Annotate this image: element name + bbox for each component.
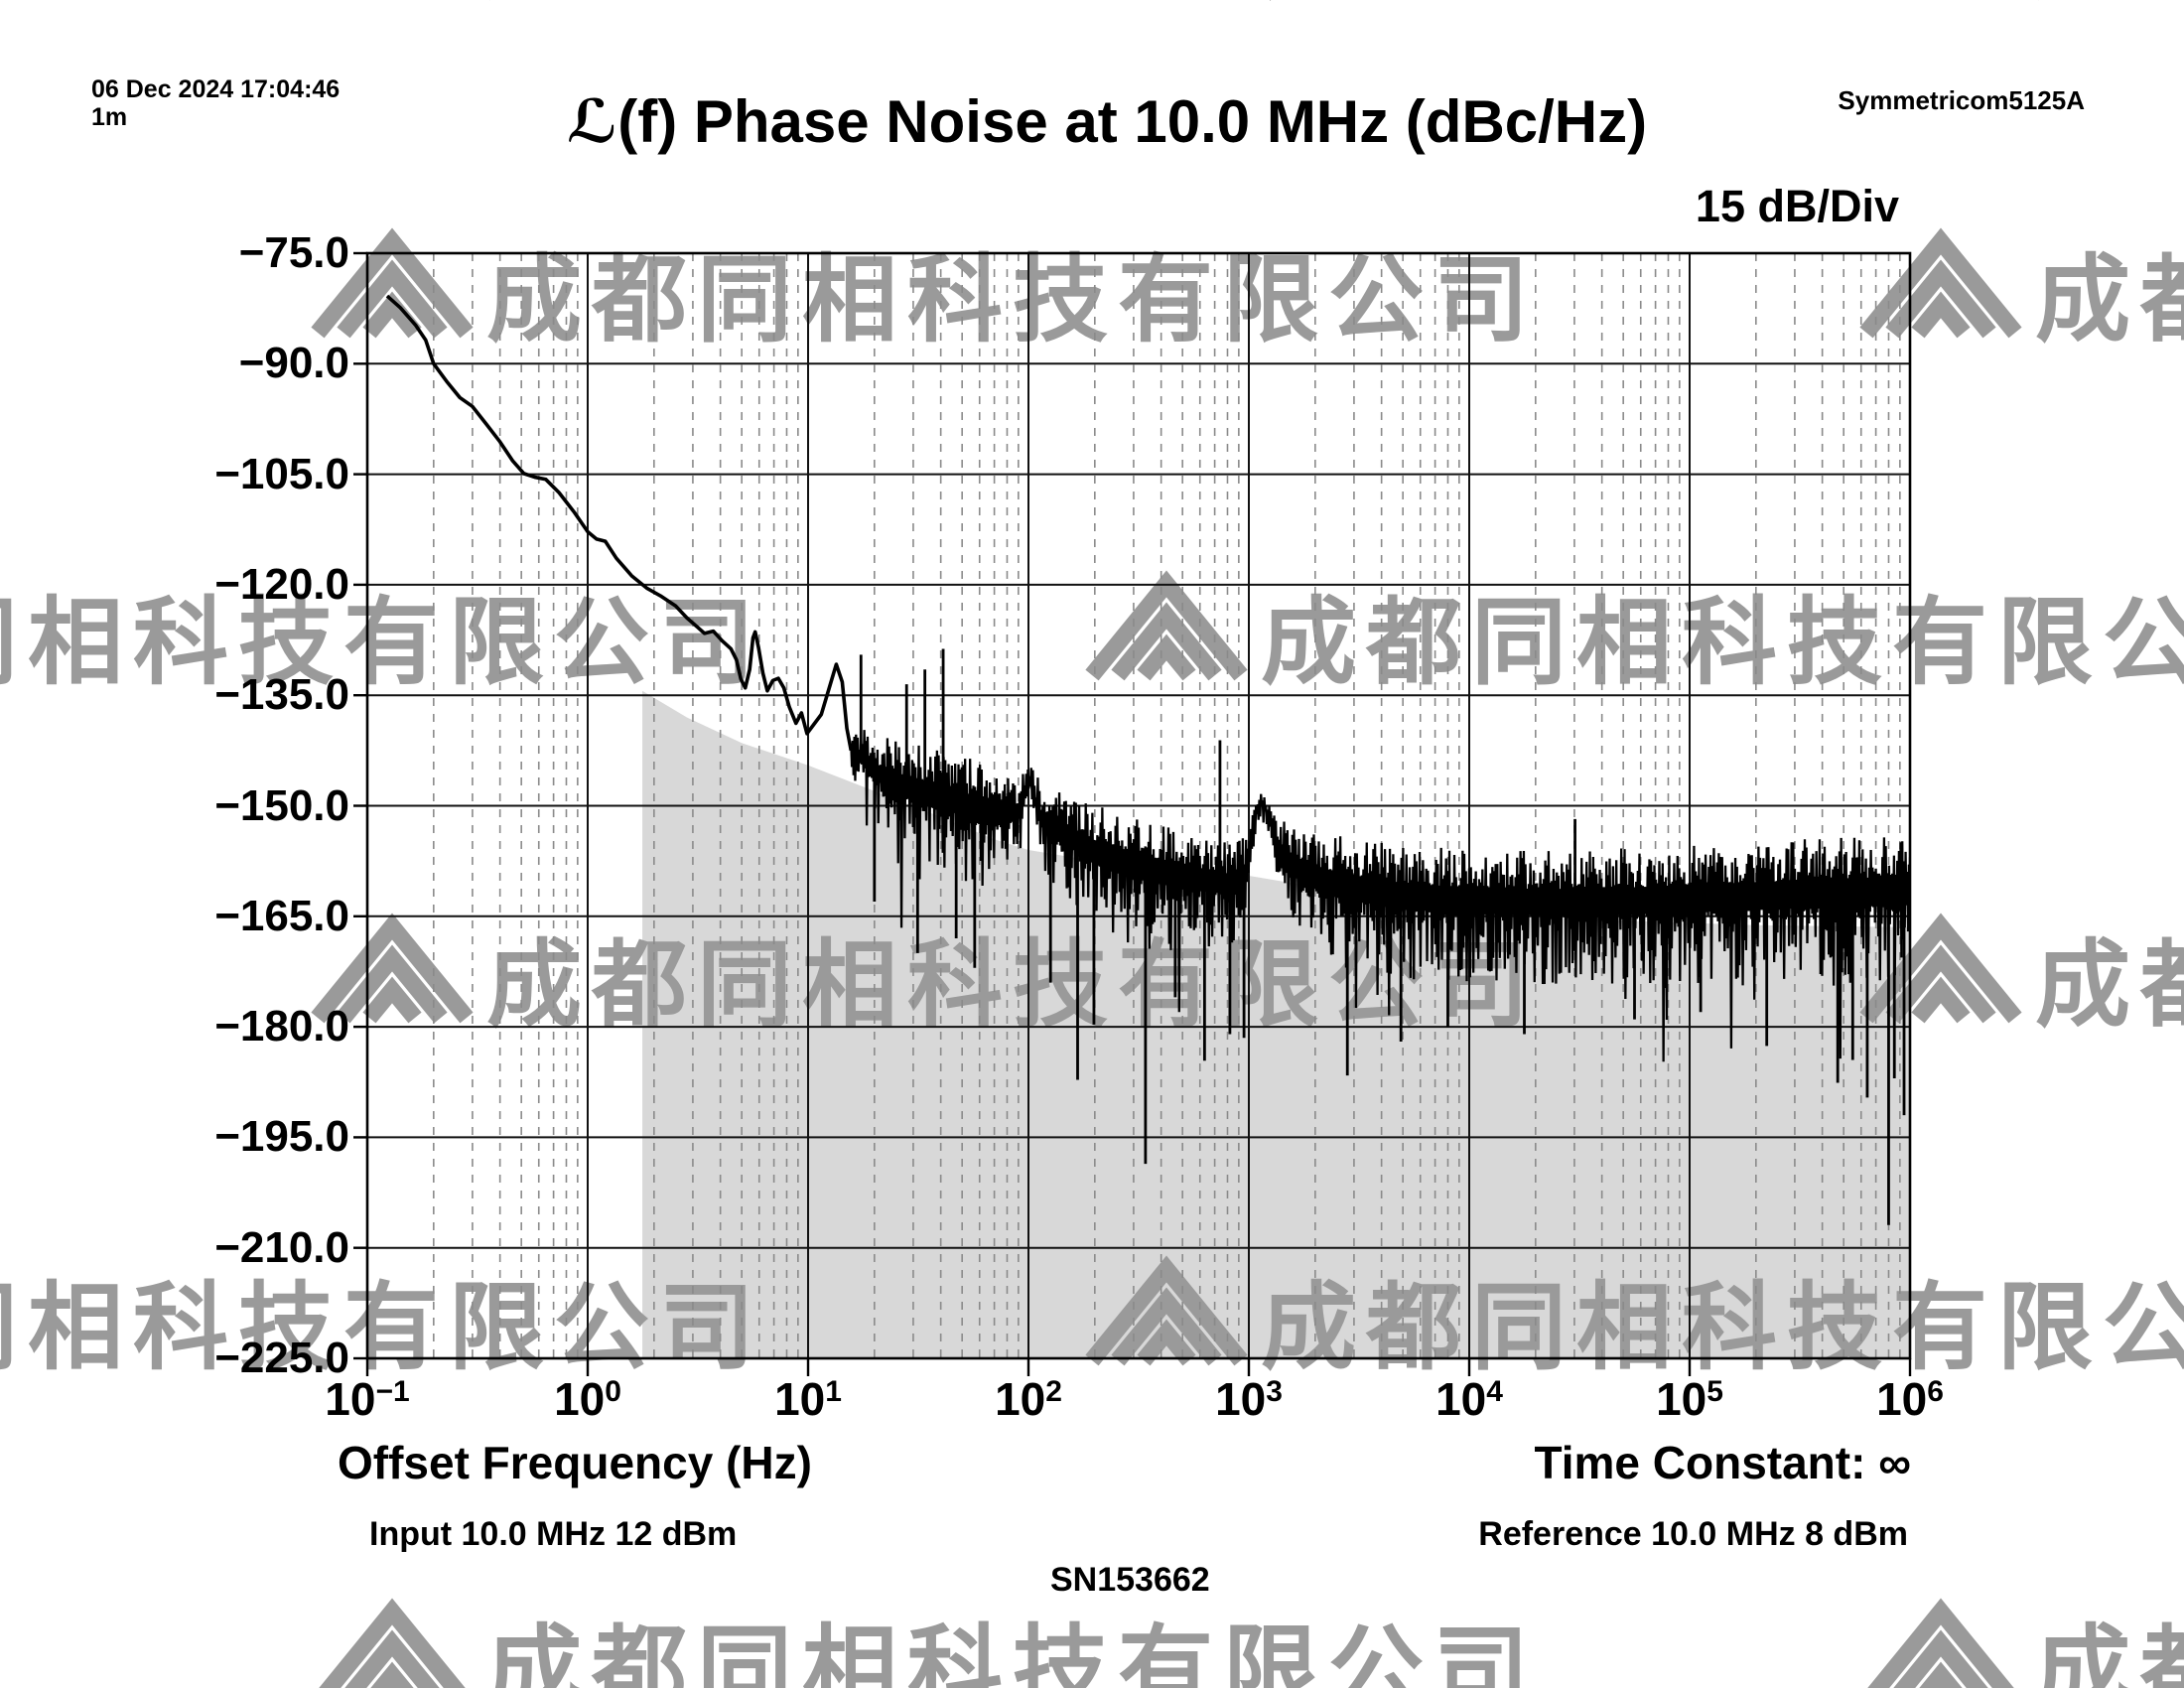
watermark-text: 成都同相科技有限公司 xyxy=(0,590,764,696)
x-tick-label: 101 xyxy=(774,1373,842,1425)
y-tick-label: −165.0 xyxy=(214,891,349,940)
x-tick-label: 102 xyxy=(995,1373,1062,1425)
watermark-text: 成都同相科技有限公司 xyxy=(0,0,764,11)
page-title: ℒ(f) Phase Noise at 10.0 MHz (dBc/Hz) xyxy=(566,88,1648,155)
timestamp-label: 06 Dec 2024 17:04:46 xyxy=(91,75,341,103)
y-tick-label: −75.0 xyxy=(238,228,349,277)
y-tick-label: −210.0 xyxy=(214,1222,349,1272)
spur-lines xyxy=(859,648,1906,1225)
watermark-logo-icon xyxy=(1859,227,2022,339)
watermark-logo-icon xyxy=(1867,1598,2014,1688)
watermark-text: 成都同相科技有限公司 xyxy=(2035,932,2184,1039)
x-tick-label: 105 xyxy=(1656,1373,1723,1425)
y-tick-label: −105.0 xyxy=(214,449,349,498)
axis-ticks xyxy=(353,251,1912,1376)
y-tick-label: −90.0 xyxy=(238,339,349,388)
x-tick-label: 10−1 xyxy=(325,1373,410,1425)
input-signal-label: Input 10.0 MHz 12 dBm xyxy=(369,1515,738,1553)
phase-noise-trace xyxy=(385,294,1910,1062)
watermark-logo-icon xyxy=(1859,913,2022,1024)
watermark-text: 成都同相科技有限公司 xyxy=(1261,590,2184,696)
watermark-text: 成都同相科技有限公司 xyxy=(486,1618,1539,1688)
y-tick-label: −150.0 xyxy=(214,780,349,830)
x-tick-label: 106 xyxy=(1876,1373,1944,1425)
scale-per-div-label: 15 dB/Div xyxy=(1695,181,1899,231)
x-tick-label: 103 xyxy=(1215,1373,1283,1425)
y-tick-label: −195.0 xyxy=(214,1112,349,1162)
y-tick-label: −120.0 xyxy=(214,559,349,609)
watermark-logo-icon xyxy=(311,227,474,339)
x-axis-title: Offset Frequency (Hz) xyxy=(338,1437,812,1488)
watermark-text: 成都同相科技有限公司 xyxy=(2035,247,2184,353)
x-tick-label: 104 xyxy=(1435,1373,1503,1425)
duration-label: 1m xyxy=(91,103,128,131)
y-tick-label: −225.0 xyxy=(214,1334,349,1382)
serial-number-label: SN153662 xyxy=(1050,1561,1210,1599)
watermark-logo-icon xyxy=(1085,570,1248,681)
time-constant-label: Time Constant: ∞ xyxy=(1534,1437,1911,1488)
instrument-label: Symmetricom5125A xyxy=(1838,85,2085,115)
watermark-text: 成都同相科技有限公司 xyxy=(1261,0,2184,11)
reference-signal-label: Reference 10.0 MHz 8 dBm xyxy=(1478,1515,1908,1553)
watermark-text: 成都同相科技有限公司 xyxy=(1261,1275,2184,1381)
noise-floor-mask xyxy=(642,690,1910,1358)
watermark-text: 成都同相科技有限公司 xyxy=(0,1275,764,1381)
watermark-text: 成都同相科技有限公司 xyxy=(2035,1618,2184,1688)
x-tick-label: 100 xyxy=(554,1373,621,1425)
y-tick-label: −180.0 xyxy=(214,1002,349,1052)
watermark-logo-icon xyxy=(311,913,474,1024)
watermark-logo-icon xyxy=(319,1598,466,1688)
y-tick-label: −135.0 xyxy=(214,670,349,720)
